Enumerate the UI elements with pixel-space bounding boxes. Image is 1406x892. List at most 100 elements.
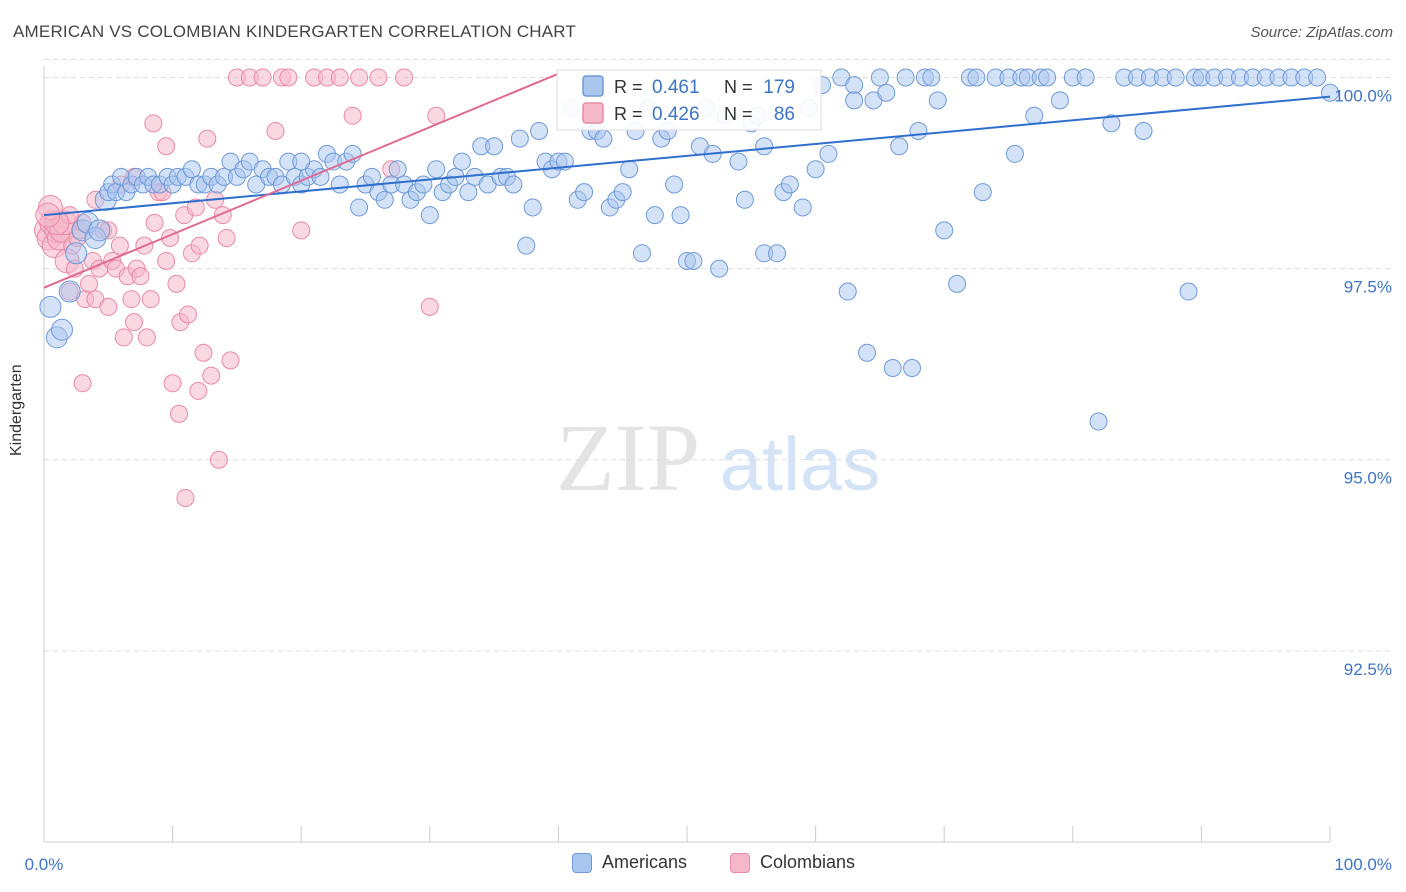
- american-point: [877, 83, 896, 102]
- colombian-point: [330, 68, 349, 87]
- colombian-point: [350, 68, 369, 87]
- axes: [43, 66, 1331, 843]
- american-point: [1038, 68, 1057, 87]
- american-point: [755, 137, 774, 156]
- american-point: [1134, 121, 1153, 140]
- colombian-point: [221, 351, 240, 370]
- colombians-stats-swatch-icon: [582, 102, 604, 124]
- american-point: [1308, 68, 1327, 87]
- american-point: [182, 160, 201, 179]
- colombian-point: [122, 290, 141, 309]
- american-point: [922, 68, 941, 87]
- american-point: [1050, 91, 1069, 110]
- american-point: [710, 259, 729, 278]
- x-tick-label-max: 100.0%: [1334, 855, 1392, 874]
- colombian-point: [217, 229, 236, 248]
- colombian-point: [253, 68, 272, 87]
- american-point: [780, 175, 799, 194]
- american-point: [620, 160, 639, 179]
- legend-item-americans[interactable]: Americans: [572, 852, 687, 873]
- colombian-point: [170, 404, 189, 423]
- american-point: [768, 244, 787, 263]
- american-point: [530, 121, 549, 140]
- colombian-point: [110, 236, 129, 255]
- american-point: [1025, 106, 1044, 125]
- legend-label-americans: Americans: [602, 852, 688, 872]
- american-point: [427, 160, 446, 179]
- american-point: [613, 183, 632, 202]
- y-tick-label: 97.5%: [1344, 278, 1392, 297]
- colombians-trend-line: [43, 72, 559, 289]
- colombian-point: [167, 274, 186, 293]
- colombian-point: [420, 297, 439, 316]
- american-point: [684, 251, 703, 270]
- y-tick-label: 92.5%: [1344, 660, 1392, 679]
- american-point: [735, 190, 754, 209]
- colombian-point: [145, 213, 164, 232]
- american-point: [973, 183, 992, 202]
- colombian-point: [198, 129, 217, 148]
- watermark-atlas: atlas: [720, 422, 881, 507]
- american-point: [504, 175, 523, 194]
- colombians-swatch-icon: [730, 852, 750, 873]
- stats-r-value: 0.461: [652, 77, 700, 98]
- legend-item-colombians[interactable]: Colombians: [730, 852, 855, 873]
- american-point: [948, 274, 967, 293]
- american-point: [485, 137, 504, 156]
- colombian-point: [194, 343, 213, 362]
- american-point: [870, 68, 889, 87]
- chart-title: AMERICAN VS COLOMBIAN KINDERGARTEN CORRE…: [13, 22, 576, 41]
- american-point: [928, 91, 947, 110]
- colombian-point: [189, 381, 208, 400]
- colombian-point: [179, 305, 198, 324]
- stats-legend: R = 0.461 N = 179 R = 0.426 N = 86: [556, 69, 822, 131]
- american-point: [883, 358, 902, 377]
- american-point: [967, 68, 986, 87]
- colombian-point: [369, 68, 388, 87]
- colombian-point: [190, 236, 209, 255]
- american-point: [330, 175, 349, 194]
- colombian-point: [80, 274, 99, 293]
- american-point: [292, 152, 311, 171]
- american-point: [51, 318, 74, 341]
- colombian-point: [137, 328, 156, 347]
- american-point: [896, 68, 915, 87]
- american-point: [420, 206, 439, 225]
- american-point: [1102, 114, 1121, 133]
- american-point: [1179, 282, 1198, 301]
- american-point: [1166, 68, 1185, 87]
- colombian-point: [343, 106, 362, 125]
- colombian-point: [176, 488, 195, 507]
- american-point: [459, 183, 478, 202]
- american-point: [575, 183, 594, 202]
- americans-stats-swatch-icon: [582, 75, 604, 97]
- stats-r-label: R =: [614, 77, 643, 97]
- x-tick-label-min: 0.0%: [25, 855, 64, 874]
- tick-labels: 92.5% 95.0% 97.5% 100.0% 0.0% 100.0%: [25, 86, 1392, 874]
- american-point: [1089, 412, 1108, 431]
- colombian-point: [131, 267, 150, 286]
- source-label: Source: ZipAtlas.com: [1250, 24, 1393, 41]
- american-point: [523, 198, 542, 217]
- american-point: [845, 76, 864, 95]
- american-point: [510, 129, 529, 148]
- american-point: [362, 167, 381, 186]
- american-point: [1005, 144, 1024, 163]
- colombian-point: [292, 221, 311, 240]
- y-axis-title: Kindergarten: [8, 364, 25, 456]
- american-point: [350, 198, 369, 217]
- colombian-point: [99, 297, 118, 316]
- american-point: [665, 175, 684, 194]
- watermark-zip: ZIP: [556, 404, 700, 511]
- american-point: [858, 343, 877, 362]
- american-point: [388, 160, 407, 179]
- colombian-point: [125, 313, 144, 332]
- american-point: [594, 129, 613, 148]
- american-point: [517, 236, 536, 255]
- y-tick-label: 95.0%: [1344, 469, 1392, 488]
- colombian-point: [279, 68, 298, 87]
- stats-r-value: 0.426: [652, 104, 700, 125]
- american-point: [729, 152, 748, 171]
- american-point: [88, 219, 111, 242]
